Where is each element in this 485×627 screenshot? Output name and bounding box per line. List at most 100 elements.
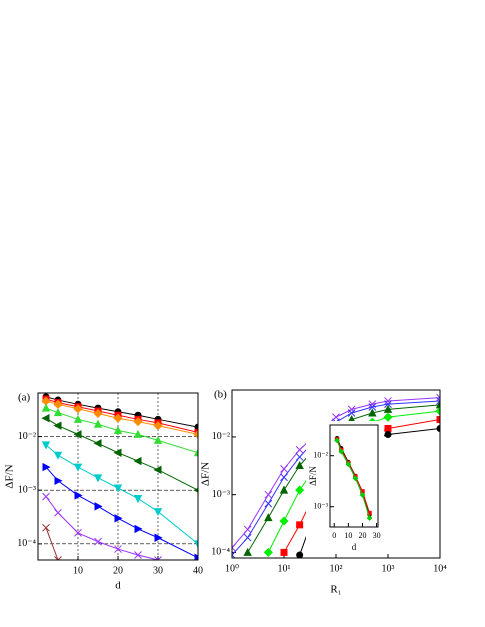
series-line [45, 444, 198, 545]
marker [296, 551, 304, 558]
x-tick-label: 10⁴ [433, 563, 447, 574]
x-tick-label: 10³ [382, 563, 395, 574]
marker [113, 425, 123, 434]
panel-label: (a) [18, 392, 31, 404]
y-axis-label: ΔF/N [200, 462, 212, 486]
x-axis-label: R₁ [330, 584, 341, 596]
y-tick-label: 10⁻³ [212, 489, 230, 500]
marker [73, 414, 83, 423]
x-tick-label: 10¹ [278, 563, 291, 574]
marker [74, 529, 82, 537]
x-tick-label: 40 [193, 565, 203, 576]
marker [368, 403, 377, 411]
marker [114, 545, 122, 553]
x-tick-label: 20 [113, 565, 123, 576]
marker [93, 408, 103, 419]
marker [368, 408, 377, 417]
marker [435, 400, 440, 409]
marker [53, 399, 63, 409]
y-axis-label: ΔF/N [308, 466, 318, 486]
y-tick-label: 10⁻² [313, 451, 328, 460]
marker [134, 524, 143, 534]
marker [193, 429, 198, 439]
marker [41, 414, 50, 423]
marker [193, 448, 198, 457]
marker [232, 551, 236, 558]
y-tick-label: 10⁻³ [18, 485, 36, 496]
x-tick-label: 20 [358, 531, 366, 540]
marker [114, 514, 123, 523]
marker [295, 485, 305, 495]
marker [359, 492, 366, 498]
marker [74, 491, 83, 500]
series-line [45, 527, 59, 560]
x-tick-label: 30 [153, 565, 163, 576]
inset-background [306, 421, 384, 553]
marker [93, 474, 103, 483]
marker [279, 485, 289, 494]
y-tick-label: 10⁻³ [313, 502, 328, 511]
x-axis-label: d [115, 580, 121, 592]
marker [41, 441, 51, 450]
x-tick-label: 10² [330, 563, 343, 574]
marker [352, 475, 359, 482]
marker [73, 463, 83, 472]
plot-area [334, 436, 373, 521]
marker [42, 462, 51, 472]
marker [41, 403, 51, 412]
marker [73, 404, 83, 414]
y-tick-label: 10⁻² [212, 431, 230, 442]
marker [436, 416, 440, 424]
marker [280, 464, 288, 473]
marker [347, 409, 356, 417]
marker [345, 461, 352, 468]
marker [133, 429, 143, 438]
marker [383, 404, 393, 413]
marker [153, 508, 163, 517]
marker [436, 397, 440, 405]
panel-label: (b) [214, 389, 227, 401]
marker [263, 547, 273, 557]
marker [232, 543, 236, 552]
marker [133, 417, 143, 427]
marker [113, 413, 123, 423]
marker [194, 553, 198, 560]
marker [193, 540, 198, 549]
x-tick-label: 0 [332, 531, 336, 540]
marker [73, 430, 82, 439]
marker [41, 396, 51, 406]
marker [367, 510, 372, 516]
marker [42, 523, 50, 532]
marker [154, 533, 163, 542]
plot-area [41, 393, 198, 560]
marker [54, 556, 62, 560]
marker [366, 515, 373, 521]
marker [264, 513, 273, 522]
marker [347, 405, 356, 414]
x-tick-label: 10 [73, 565, 83, 576]
marker [243, 525, 252, 534]
marker [53, 451, 63, 460]
marker [134, 551, 142, 559]
marker [383, 412, 393, 422]
marker [384, 431, 392, 439]
marker [54, 476, 63, 485]
marker [384, 397, 392, 405]
marker [154, 556, 162, 560]
marker [243, 533, 252, 542]
marker [279, 516, 289, 526]
x-tick-label: 10 [344, 531, 352, 540]
axes-frame [37, 392, 199, 561]
marker [280, 473, 288, 482]
marker [153, 465, 162, 475]
series-line [45, 407, 198, 454]
series-line [45, 466, 198, 559]
y-axis-label: ΔF/N [4, 464, 16, 488]
marker [384, 400, 392, 408]
x-tick-label: 30 [373, 531, 381, 540]
y-tick-label: 10⁻² [18, 431, 36, 442]
marker [53, 421, 62, 430]
marker [53, 408, 63, 417]
marker [113, 448, 122, 457]
